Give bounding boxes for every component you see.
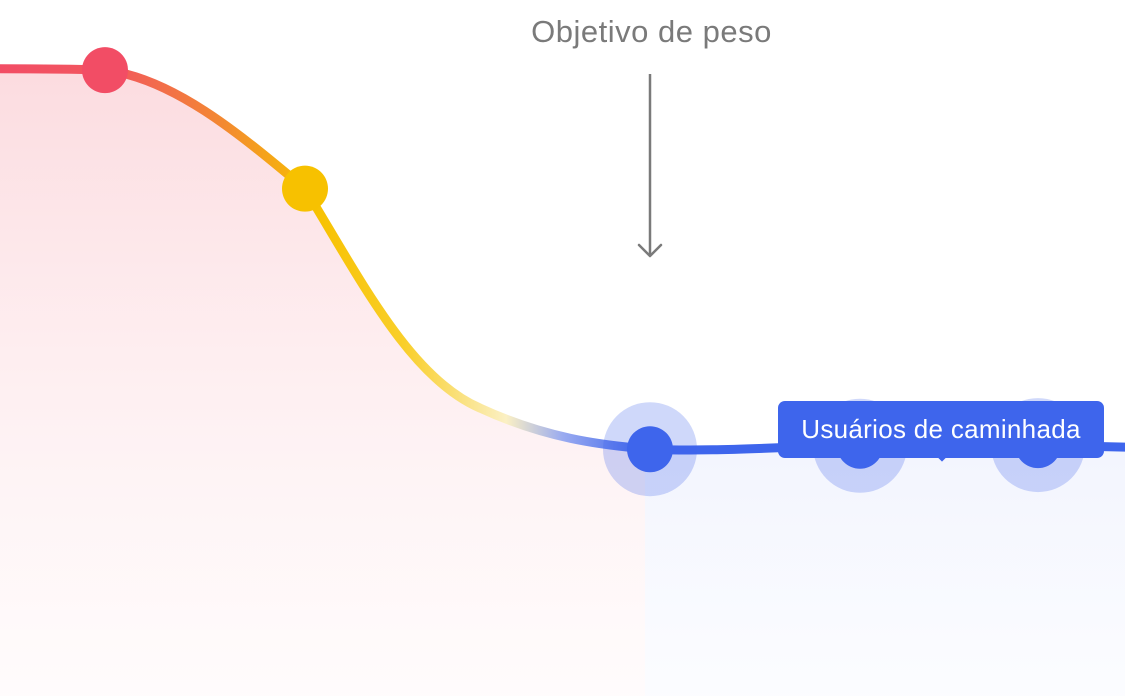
weight-area-before-goal	[0, 68, 645, 696]
weight-area-after-goal	[645, 68, 1125, 696]
user-group-badge: Usuários de caminhada	[778, 401, 1104, 458]
data-point-2	[282, 165, 328, 212]
data-point-1	[82, 47, 128, 94]
goal-label: Objetivo de peso	[531, 14, 772, 49]
data-point-4	[627, 426, 673, 473]
goal-arrow-head	[637, 243, 663, 258]
